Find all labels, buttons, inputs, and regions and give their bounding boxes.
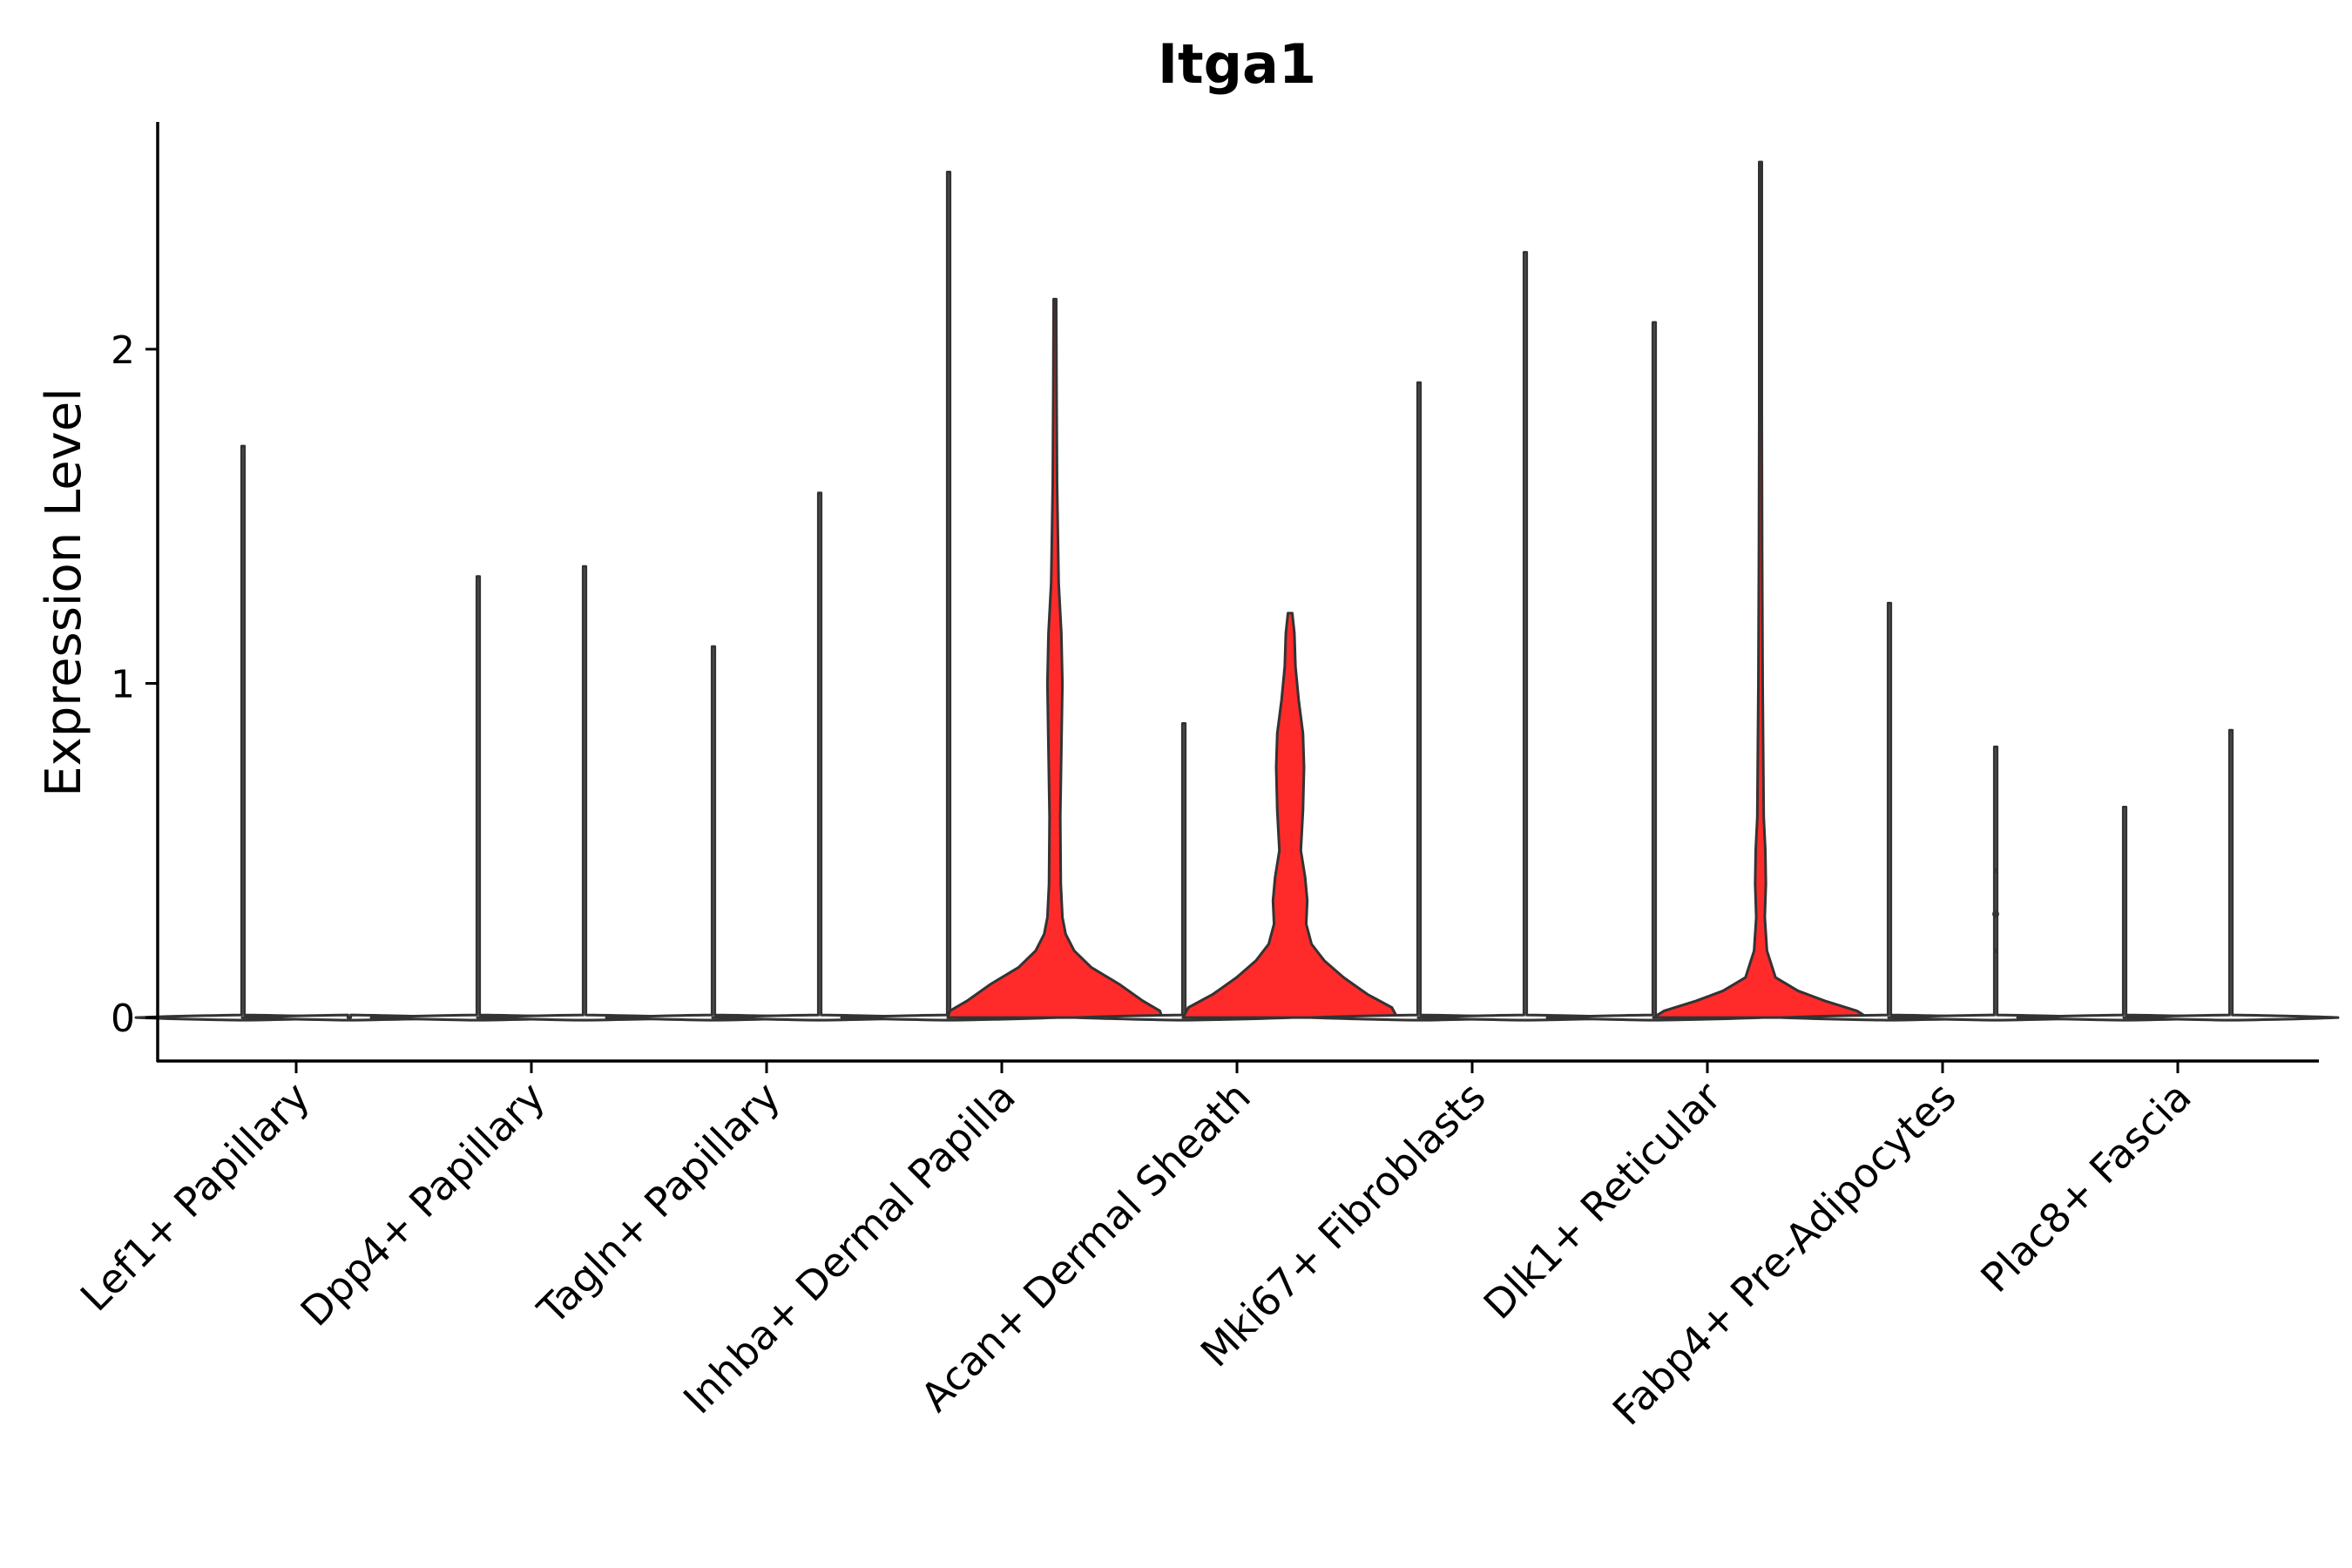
violin-dominant-dpp4-papillary-shape — [476, 564, 693, 1022]
violin-dominant-inhba-dermal-papilla-shape — [946, 297, 1164, 1019]
violin-other-dpp4-papillary — [369, 575, 587, 1022]
violin-other-fabp4-pre-adipocytes — [1781, 601, 1998, 1022]
violin-other-dlk1-reticular — [1545, 321, 1763, 1022]
violin-dominant-tagln-papillary — [711, 491, 929, 1022]
violin-dominant-dpp4-papillary — [476, 564, 693, 1022]
x-tick-label-lef1-papillary: Lef1+ Papillary — [71, 1073, 319, 1321]
median-point-fabp4 — [1992, 910, 1999, 918]
violin-dominant-mki67-fibroblasts — [1416, 251, 1634, 1022]
violin-dominant-dlk1-reticular — [1652, 160, 1869, 1019]
violin-dominant-acan-dermal-sheath — [1181, 612, 1399, 1019]
violin-other-inhba-dermal-papilla-shape — [840, 171, 1058, 1022]
violin-other-fabp4-pre-adipocytes-shape — [1781, 601, 1998, 1022]
violin-layer — [134, 160, 2340, 1022]
violin-other-lef1-papillary — [134, 444, 352, 1022]
violin-dominant-fabp4-pre-adipocytes-shape — [1887, 745, 2105, 1022]
violin-other-dpp4-papillary-shape — [369, 575, 587, 1022]
y-tick-label-2: 2 — [111, 328, 135, 373]
y-tick-label-1: 1 — [111, 662, 135, 706]
violin-other-tagln-papillary-shape — [605, 645, 822, 1022]
quartile-point-fabp4-lower — [1993, 948, 1998, 953]
violin-other-inhba-dermal-papilla — [840, 171, 1058, 1022]
violin-other-tagln-papillary — [605, 645, 822, 1022]
y-axis-label: Expression Level — [36, 388, 92, 797]
y-tick-label-0: 0 — [111, 997, 135, 1041]
violin-dominant-plac8-fascia-shape — [2122, 728, 2340, 1022]
violin-other-plac8-fascia-shape — [2016, 805, 2234, 1022]
violin-dominant-acan-dermal-sheath-shape — [1181, 612, 1399, 1019]
violin-other-lef1-papillary-shape — [134, 444, 352, 1022]
quartile-point-fabp4-upper — [1993, 868, 1998, 873]
violin-dominant-mki67-fibroblasts-shape — [1416, 251, 1634, 1022]
x-tick-label-plac8-fascia: Plac8+ Fascia — [1971, 1073, 2200, 1301]
violin-other-mki67-fibroblasts-shape — [1310, 381, 1528, 1022]
x-tick-label-dpp4-papillary: Dpp4+ Papillary — [292, 1073, 554, 1335]
chart-title: Itga1 — [1158, 32, 1316, 96]
violin-other-mki67-fibroblasts — [1310, 381, 1528, 1022]
violin-dominant-tagln-papillary-shape — [711, 491, 929, 1022]
x-tick-label-dlk1-reticular: Dlk1+ Reticular — [1475, 1073, 1730, 1328]
violin-dominant-dlk1-reticular-shape — [1652, 160, 1869, 1019]
violin-dominant-inhba-dermal-papilla — [946, 297, 1164, 1019]
violin-dominant-plac8-fascia — [2122, 728, 2340, 1022]
violin-other-plac8-fascia — [2016, 805, 2234, 1022]
x-tick-label-tagln-papillary: Tagln+ Papillary — [528, 1073, 789, 1335]
violin-dominant-fabp4-pre-adipocytes — [1887, 745, 2105, 1022]
violin-other-dlk1-reticular-shape — [1545, 321, 1763, 1022]
